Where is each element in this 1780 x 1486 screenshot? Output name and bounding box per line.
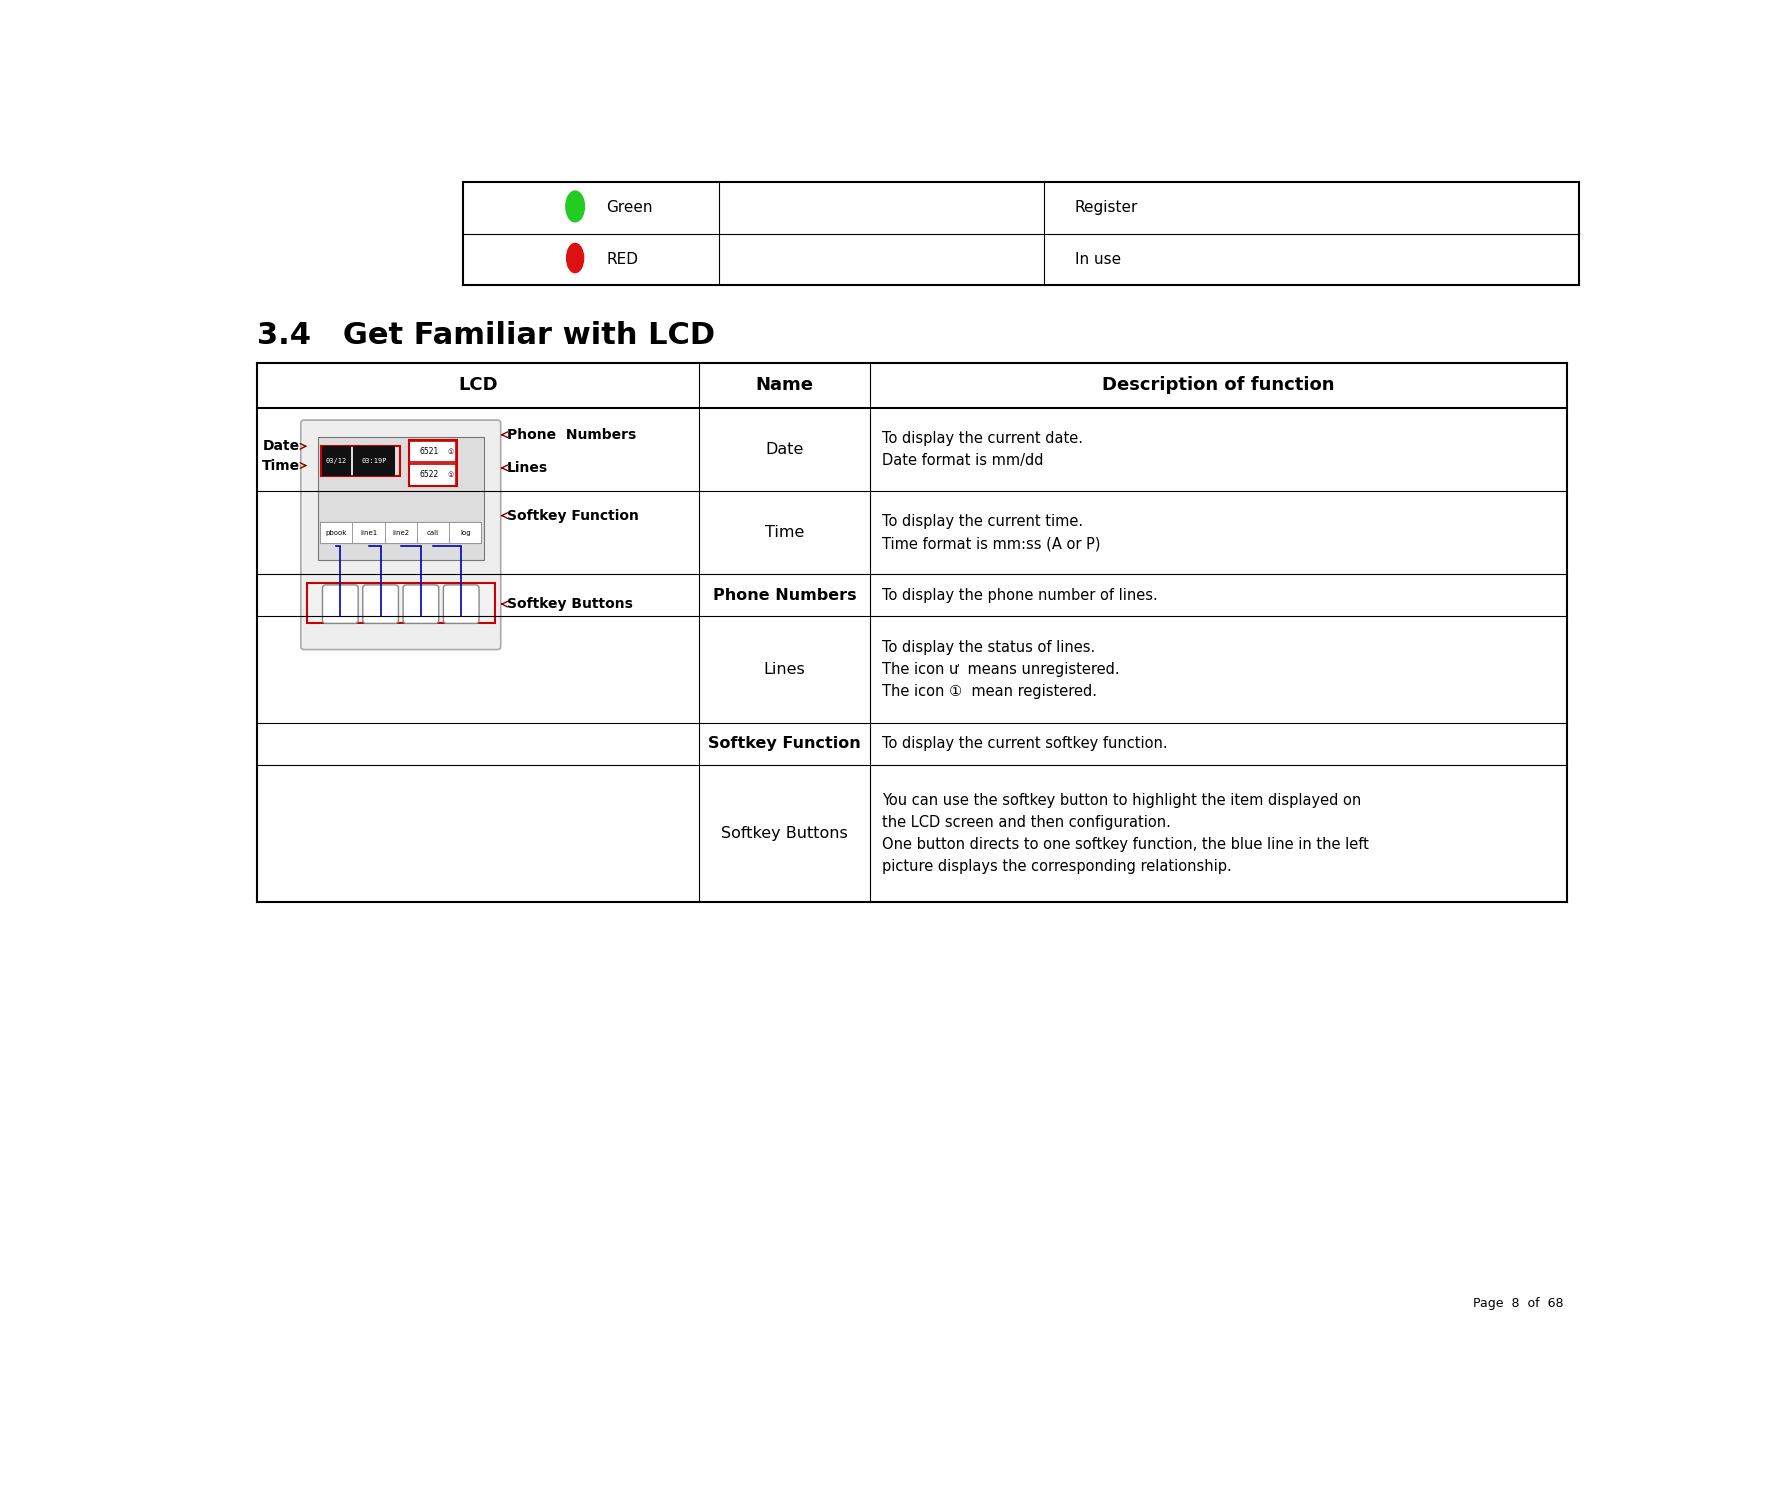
Text: line2: line2 bbox=[392, 529, 409, 535]
Text: To display the status of lines.
The icon ư  means unregistered.
The icon ①  mean: To display the status of lines. The icon… bbox=[883, 640, 1120, 700]
Text: To display the current date.
Date format is mm/dd: To display the current date. Date format… bbox=[883, 431, 1082, 468]
Bar bbox=[409, 441, 456, 462]
Text: Green: Green bbox=[607, 201, 653, 215]
Bar bbox=[409, 464, 456, 486]
Text: Description of function: Description of function bbox=[1102, 376, 1335, 394]
Text: Date: Date bbox=[263, 440, 301, 453]
FancyBboxPatch shape bbox=[402, 585, 438, 624]
Text: Page  8  of  68: Page 8 of 68 bbox=[1472, 1297, 1563, 1311]
Text: pbook: pbook bbox=[326, 529, 347, 535]
Bar bbox=[352, 522, 384, 544]
Text: Lines: Lines bbox=[764, 663, 805, 678]
Text: Softkey Buttons: Softkey Buttons bbox=[721, 826, 847, 841]
Text: RED: RED bbox=[607, 253, 637, 267]
Text: Phone  Numbers: Phone Numbers bbox=[507, 428, 635, 441]
Text: In use: In use bbox=[1075, 253, 1121, 267]
Ellipse shape bbox=[566, 192, 584, 221]
Text: line1: line1 bbox=[360, 529, 377, 535]
Text: Date: Date bbox=[765, 441, 803, 456]
Text: Lines: Lines bbox=[507, 461, 548, 476]
Text: Softkey Function: Softkey Function bbox=[708, 737, 862, 752]
Text: Time: Time bbox=[262, 459, 301, 473]
Text: 6522: 6522 bbox=[418, 470, 438, 480]
FancyBboxPatch shape bbox=[301, 421, 500, 649]
Text: Softkey Buttons: Softkey Buttons bbox=[507, 597, 634, 611]
Text: To display the current time.
Time format is mm:ss (A or P): To display the current time. Time format… bbox=[883, 514, 1100, 551]
FancyBboxPatch shape bbox=[363, 585, 399, 624]
Text: To display the phone number of lines.: To display the phone number of lines. bbox=[883, 588, 1157, 603]
Text: Time: Time bbox=[765, 525, 805, 539]
Text: Softkey Function: Softkey Function bbox=[507, 508, 639, 523]
Text: Phone Numbers: Phone Numbers bbox=[712, 588, 856, 603]
Text: 03:19P: 03:19P bbox=[361, 458, 386, 464]
Bar bbox=[319, 437, 484, 560]
Bar bbox=[417, 522, 449, 544]
Ellipse shape bbox=[566, 244, 584, 272]
Bar bbox=[322, 446, 351, 476]
Text: ①: ① bbox=[449, 471, 454, 478]
Bar bbox=[320, 522, 352, 544]
Text: LCD: LCD bbox=[459, 376, 498, 394]
FancyBboxPatch shape bbox=[443, 585, 479, 624]
Bar bbox=[320, 522, 481, 544]
Text: call: call bbox=[427, 529, 440, 535]
Text: To display the current softkey function.: To display the current softkey function. bbox=[883, 737, 1168, 752]
Text: 6521: 6521 bbox=[418, 447, 438, 456]
Bar bbox=[449, 522, 481, 544]
Bar bbox=[408, 440, 456, 486]
Bar bbox=[306, 584, 495, 624]
FancyBboxPatch shape bbox=[322, 585, 358, 624]
Text: 3.4   Get Familiar with LCD: 3.4 Get Familiar with LCD bbox=[258, 321, 716, 349]
Text: Name: Name bbox=[755, 376, 813, 394]
Text: ①: ① bbox=[449, 449, 454, 455]
Bar bbox=[320, 446, 400, 477]
Text: You can use the softkey button to highlight the item displayed on
the LCD screen: You can use the softkey button to highli… bbox=[883, 794, 1369, 874]
Bar bbox=[352, 446, 395, 476]
Text: log: log bbox=[459, 529, 470, 535]
Text: 03/12: 03/12 bbox=[326, 458, 347, 464]
Text: Register: Register bbox=[1075, 201, 1139, 215]
Bar bbox=[384, 522, 417, 544]
